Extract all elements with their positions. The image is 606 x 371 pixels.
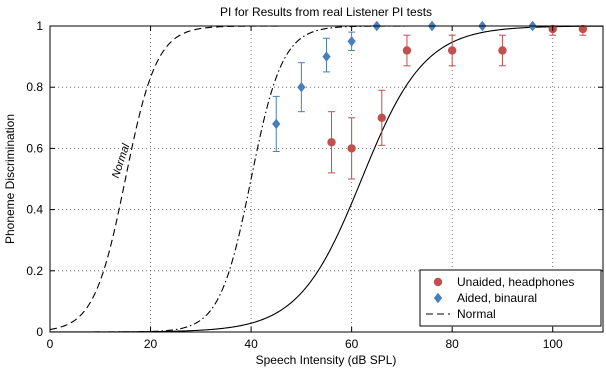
data-point-unaided xyxy=(402,46,412,55)
y-tick-label: 0.8 xyxy=(26,80,43,94)
x-axis-label: Speech Intensity (dB SPL) xyxy=(256,353,397,367)
data-point-aided xyxy=(297,82,306,93)
legend-label: Unaided, headphones xyxy=(457,275,574,289)
x-tick-label: 100 xyxy=(543,337,563,351)
y-tick-label: 1 xyxy=(36,19,43,33)
axes-frame xyxy=(49,25,604,333)
y-tick-label: 0.2 xyxy=(26,264,43,278)
data-point-aided xyxy=(272,118,281,130)
legend-box xyxy=(419,269,602,327)
data-point-unaided xyxy=(578,24,588,34)
legend-swatch-circle xyxy=(433,277,443,287)
data-point-unaided xyxy=(447,46,457,55)
data-point-aided xyxy=(347,36,356,47)
data-point-unaided xyxy=(347,144,356,153)
plot-frame xyxy=(49,25,604,333)
data-point-unaided xyxy=(377,113,386,123)
data-point-unaided xyxy=(327,138,336,147)
x-tick-label: 20 xyxy=(144,337,158,351)
tick-labels: 0 20 40 60 80 100 0 0.2 0.4 0.6 0.8 1 xyxy=(26,19,563,351)
y-tick-label: 0.4 xyxy=(26,203,43,217)
legend-label: Aided, binaural xyxy=(457,291,537,305)
x-tick-label: 40 xyxy=(244,337,258,351)
legend: Unaided, headphones Aided, binaural Normal xyxy=(419,269,602,327)
legend-swatch-diamond xyxy=(433,292,443,304)
data-point-aided xyxy=(322,51,331,62)
chart-title: PI for Results from real Listener PI tes… xyxy=(220,5,432,19)
x-tick-label: 60 xyxy=(345,337,359,351)
data-point-unaided xyxy=(498,46,507,55)
y-tick-label: 0.6 xyxy=(26,141,43,155)
x-tick-label: 0 xyxy=(47,337,54,351)
x-tick-label: 80 xyxy=(446,337,460,351)
legend-label: Normal xyxy=(457,307,496,321)
y-tick-label: 0 xyxy=(36,325,43,339)
y-axis-label: Phoneme Discrimination xyxy=(3,114,17,244)
